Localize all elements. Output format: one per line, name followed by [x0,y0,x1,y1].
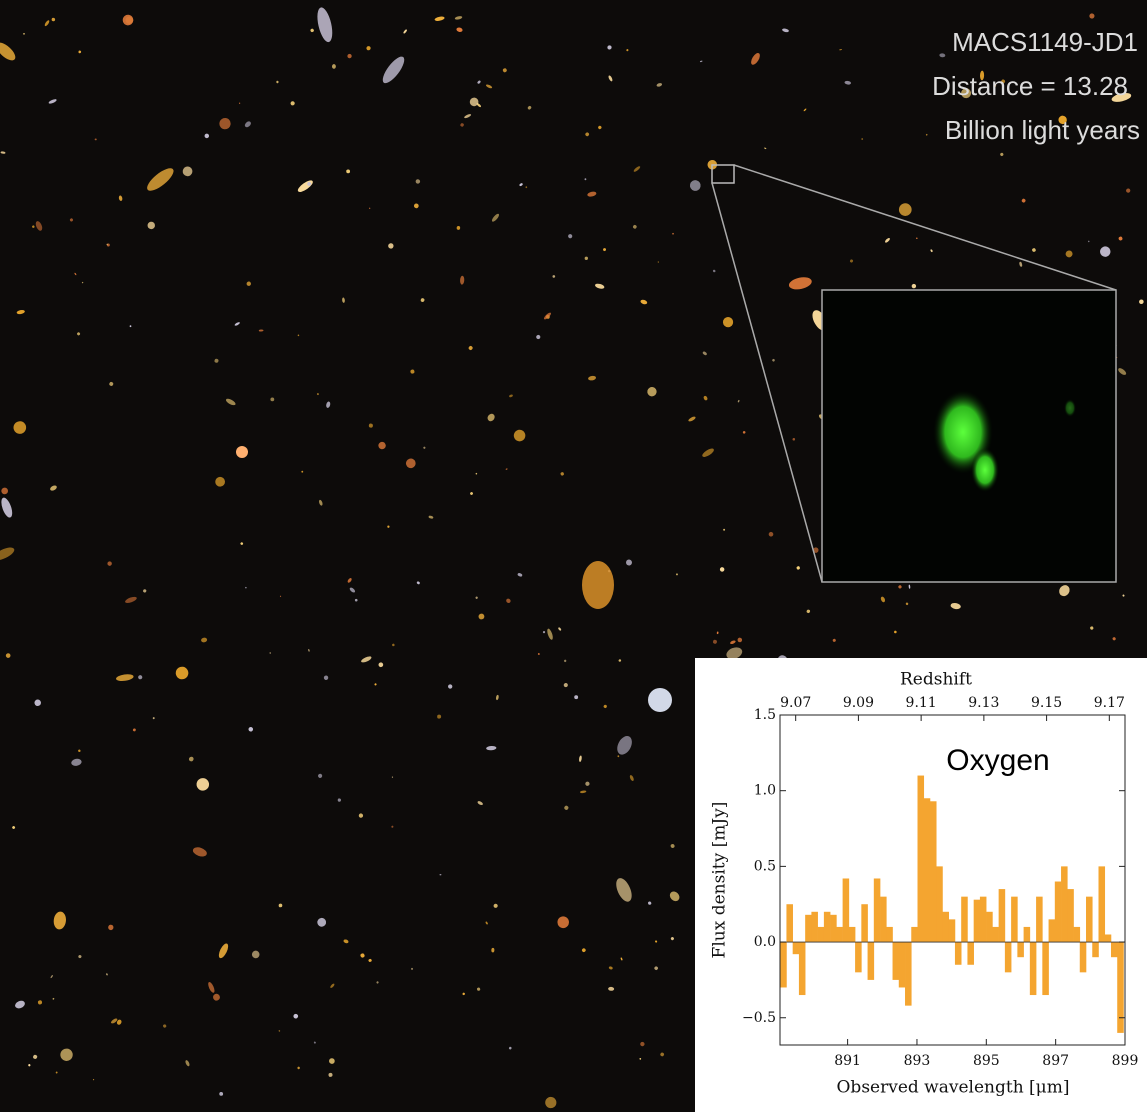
bar [918,776,925,943]
bar [1030,942,1037,995]
bar [1092,942,1099,957]
bar [911,927,918,942]
distance-label: Distance = 13.28 [932,71,1128,101]
x2-tick-label: 9.07 [780,695,811,711]
scene: MACS1149-JD1 Distance = 13.28 Billion li… [0,0,1147,1112]
bar [843,878,850,942]
x-tick-label: 893 [904,1053,931,1069]
x2-tick-label: 9.09 [843,695,874,711]
bar [836,927,843,942]
bar [805,915,812,942]
bar [880,897,887,942]
y-tick-label: −0.5 [742,1010,776,1026]
bar [799,942,806,995]
bar [980,897,987,942]
bar [868,942,875,980]
x2-tick-label: 9.15 [1031,695,1062,711]
bar [1017,942,1024,957]
x2-tick-label: 9.17 [1094,695,1125,711]
bar [1011,897,1018,942]
x-tick-label: 895 [973,1053,1000,1069]
bar [949,919,956,942]
star [270,397,274,401]
x2-tick-label: 9.11 [906,695,937,711]
bar [849,927,856,942]
x2-tick-label: 9.13 [968,695,999,711]
bright-star [236,446,248,458]
bar [793,942,800,954]
bar [936,866,943,942]
page: {"annotations": {"object": "MACS1149-JD1… [0,0,1147,1112]
bar [955,942,962,965]
bar [999,889,1006,942]
bar [905,942,912,1006]
bar [1086,897,1093,942]
y-tick-label: 0.5 [754,858,776,874]
bar [967,942,974,965]
bar [1111,942,1118,957]
bar [886,927,893,942]
bar [899,942,906,987]
bar [942,912,949,942]
x-tick-label: 891 [834,1053,861,1069]
bar [861,904,868,942]
bar [1005,942,1012,972]
bar [855,942,862,972]
bright-star [648,688,672,712]
bar [1061,866,1068,942]
bar [1098,866,1105,942]
x-tick-label: 899 [1112,1053,1139,1069]
x-axis-label: Observed wavelength [μm] [837,1078,1070,1098]
bar [1036,897,1043,942]
bar [1074,927,1081,942]
bar [1024,927,1031,942]
bar [786,904,793,942]
bar [1117,942,1124,1033]
bar [924,798,931,942]
bar [1105,934,1112,942]
annotation: Oxygen [946,744,1049,777]
y-tick-label: 1.5 [754,707,776,723]
bar [1042,942,1049,995]
bar [1055,882,1062,943]
bar [1080,942,1087,972]
bar [811,912,818,942]
bright-galaxy [582,561,614,609]
galaxy-blob [971,448,999,492]
bar [874,878,881,942]
bar [961,897,968,942]
y-tick-label: 1.0 [754,783,776,799]
y-axis-label: Flux density [mJy] [710,802,730,959]
bar [1049,919,1056,942]
x-tick-label: 897 [1042,1053,1069,1069]
bar [780,942,787,987]
bar [974,900,981,942]
y-tick-label: 0.0 [754,934,776,950]
bar [986,912,993,942]
bar [930,801,937,942]
bar [830,915,837,942]
bar [992,927,999,942]
galaxy-blob [1064,399,1076,417]
bar [818,927,825,942]
bar [824,912,831,942]
chart-title: Redshift [900,670,972,690]
object-name: MACS1149-JD1 [952,27,1138,57]
bar [1067,889,1074,942]
distance-unit: Billion light years [945,115,1140,145]
bar [893,942,900,980]
